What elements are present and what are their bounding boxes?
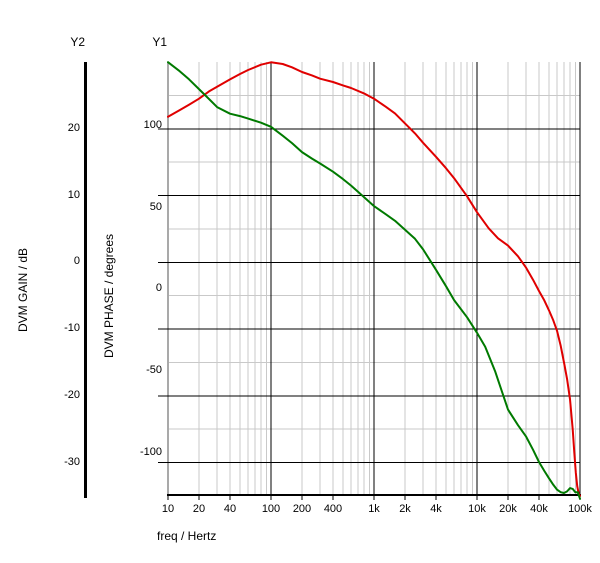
x-tick-label: 10k (468, 503, 486, 515)
x-tick-label: 100k (568, 503, 592, 515)
y2-tick-label: -30 (64, 456, 80, 468)
y2-axis-name: Y2 (70, 35, 85, 49)
x-tick-label: 20k (499, 503, 517, 515)
freq-axis-title: freq / Hertz (157, 529, 217, 543)
y1-tick-label: 100 (143, 119, 162, 131)
x-tick-label: 20 (192, 503, 206, 515)
x-tick-label: 1k (368, 503, 380, 515)
y2-tick-label: -20 (64, 389, 80, 401)
x-tick-label: 400 (323, 503, 343, 515)
y2-tick-label: 20 (67, 122, 80, 134)
y1-tick-label: 50 (149, 201, 162, 213)
y1-axis-name: Y1 (152, 35, 167, 49)
x-tick-label: 10 (161, 503, 175, 515)
x-tick-label: 40 (223, 503, 237, 515)
y1-tick-label: 0 (155, 282, 162, 294)
x-tick-label: 100 (261, 503, 281, 515)
y2-tick-label: -10 (64, 322, 80, 334)
x-tick-label: 4k (430, 503, 442, 515)
x-tick-label: 200 (292, 503, 312, 515)
x-tick-label: 2k (399, 503, 411, 515)
y1-tick-label: -100 (139, 446, 162, 458)
y2-tick-label: 0 (73, 255, 80, 267)
x-tick-label: 40k (530, 503, 548, 515)
y2-tick-label: 10 (67, 189, 80, 201)
y1-tick-label: -50 (146, 364, 162, 376)
